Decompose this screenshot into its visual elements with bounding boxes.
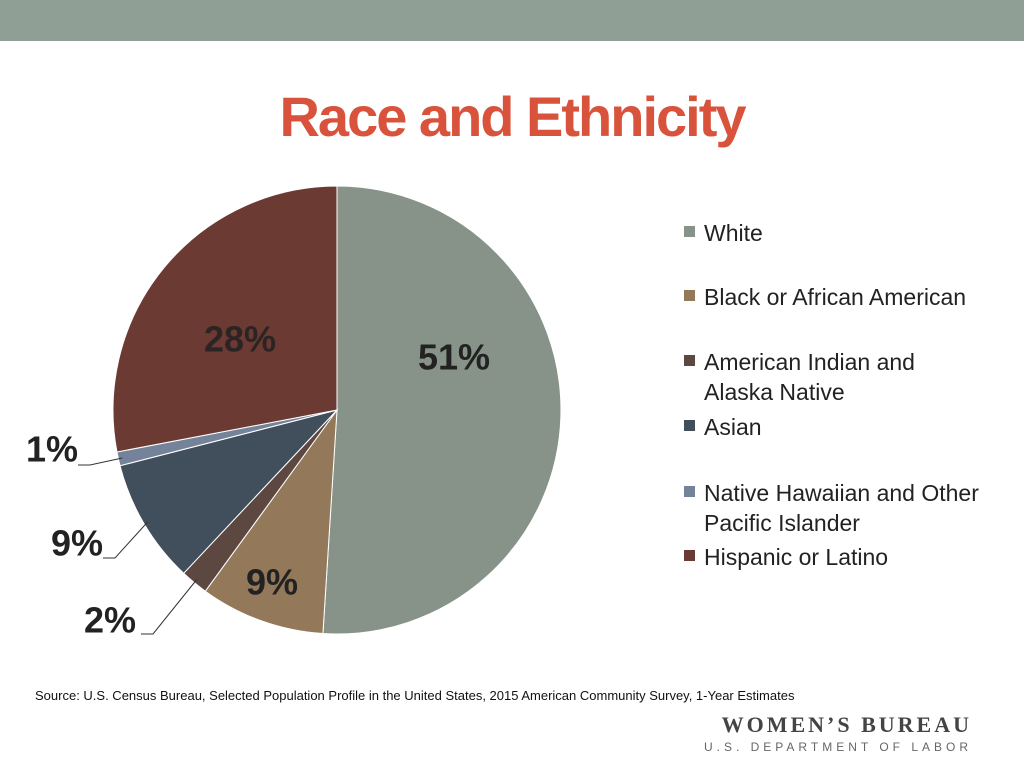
data-label-white: 51%	[418, 337, 490, 378]
leader-line-asian	[103, 521, 148, 559]
legend-swatch-american-indian	[684, 355, 695, 366]
legend-swatch-asian	[684, 420, 695, 431]
leader-line-american-indian	[141, 579, 198, 635]
legend-swatch-black	[684, 290, 695, 301]
slide-title: Race and Ethnicity	[279, 85, 746, 148]
legend-label: White	[704, 220, 763, 246]
legend-swatch-white	[684, 226, 695, 237]
data-label-american-indian: 2%	[84, 600, 136, 641]
legend-item-native-hawaiian: Native Hawaiian and Other Pacific Island…	[684, 478, 1022, 538]
legend-label: Black or African American	[704, 284, 967, 310]
legend-label: Native Hawaiian and Other Pacific Island…	[704, 480, 979, 536]
legend-label: American Indian and Alaska Native	[704, 349, 915, 405]
pie-slice-white	[322, 185, 562, 635]
data-label-native-hawaiian: 1%	[26, 429, 78, 470]
data-label-black: 9%	[246, 562, 298, 603]
brand-subtitle: U.S. DEPARTMENT OF LABOR	[703, 740, 972, 754]
legend-item-asian: Asian	[684, 412, 1022, 442]
legend-item-white: White	[684, 218, 1022, 248]
data-label-asian: 9%	[51, 523, 103, 564]
legend-item-black: Black or African American	[684, 282, 1022, 312]
legend-item-american-indian: American Indian and Alaska Native	[684, 347, 954, 407]
source-note: Source: U.S. Census Bureau, Selected Pop…	[35, 688, 795, 703]
womens-bureau-logo: WOMEN’S BUREAU U.S. DEPARTMENT OF LABOR	[704, 712, 972, 754]
pie-slice-asian	[119, 409, 339, 574]
brand-name: WOMEN’S BUREAU	[721, 712, 972, 737]
pie-slice-hispanic	[112, 185, 338, 453]
leader-line-native-hawaiian	[78, 457, 123, 466]
top-band	[0, 0, 1024, 41]
pie-slice-black	[204, 408, 338, 635]
legend-label: Hispanic or Latino	[704, 544, 889, 570]
legend-item-hispanic: Hispanic or Latino	[684, 542, 1022, 572]
legend-swatch-native-hawaiian	[684, 486, 695, 497]
data-label-hispanic: 28%	[204, 319, 276, 360]
legend-swatch-hispanic	[684, 550, 695, 561]
legend-label: Asian	[704, 414, 762, 440]
